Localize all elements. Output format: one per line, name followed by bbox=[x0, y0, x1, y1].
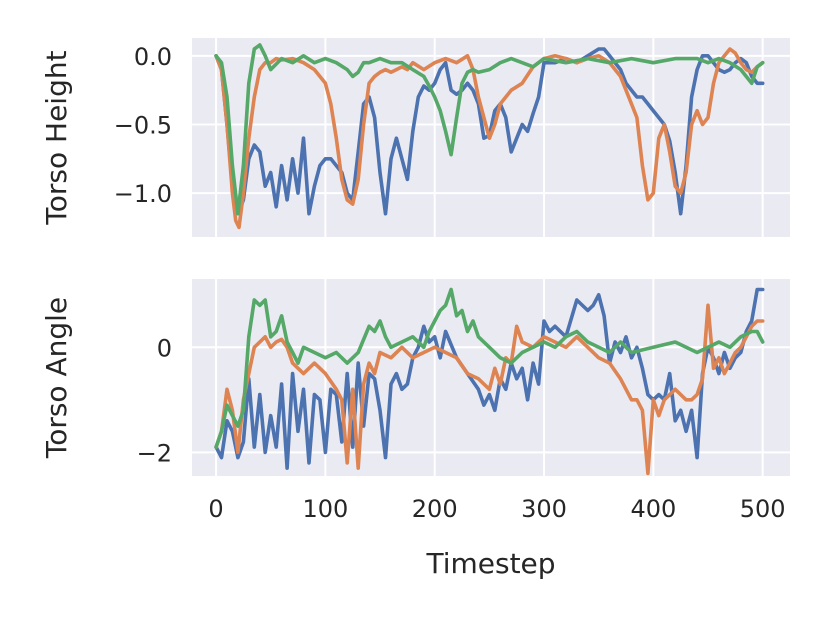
series-line-3 bbox=[214, 287, 765, 449]
y-tick-label: −1.0 bbox=[114, 180, 172, 208]
y-tick-label: 0.0 bbox=[134, 43, 172, 71]
x-axis-label: Timestep bbox=[425, 547, 555, 580]
x-tick-label: 400 bbox=[630, 495, 676, 523]
series-line-2 bbox=[214, 303, 765, 476]
y-axis-label: Torso Angle bbox=[40, 297, 73, 459]
torso-angle-panel: 0 −2 0 100 200 300 400 500 Torso Angle Timestep bbox=[40, 279, 790, 580]
y-tick-label: −0.5 bbox=[114, 111, 172, 139]
series-line-2 bbox=[214, 47, 765, 230]
x-tick-label: 200 bbox=[412, 495, 458, 523]
series-line-3 bbox=[214, 43, 765, 216]
series-line-1 bbox=[214, 287, 765, 470]
y-tick-label: −2 bbox=[137, 439, 172, 467]
x-tick-label: 500 bbox=[740, 495, 786, 523]
series-line-1 bbox=[214, 47, 765, 216]
x-tick-label: 300 bbox=[521, 495, 567, 523]
y-axis-label: Torso Height bbox=[40, 50, 73, 225]
x-tick-label: 100 bbox=[302, 495, 348, 523]
x-tick-label: 0 bbox=[208, 495, 223, 523]
y-tick-label: 0 bbox=[157, 334, 172, 362]
torso-height-panel: 0.0 −0.5 −1.0 Torso Height bbox=[40, 38, 790, 237]
